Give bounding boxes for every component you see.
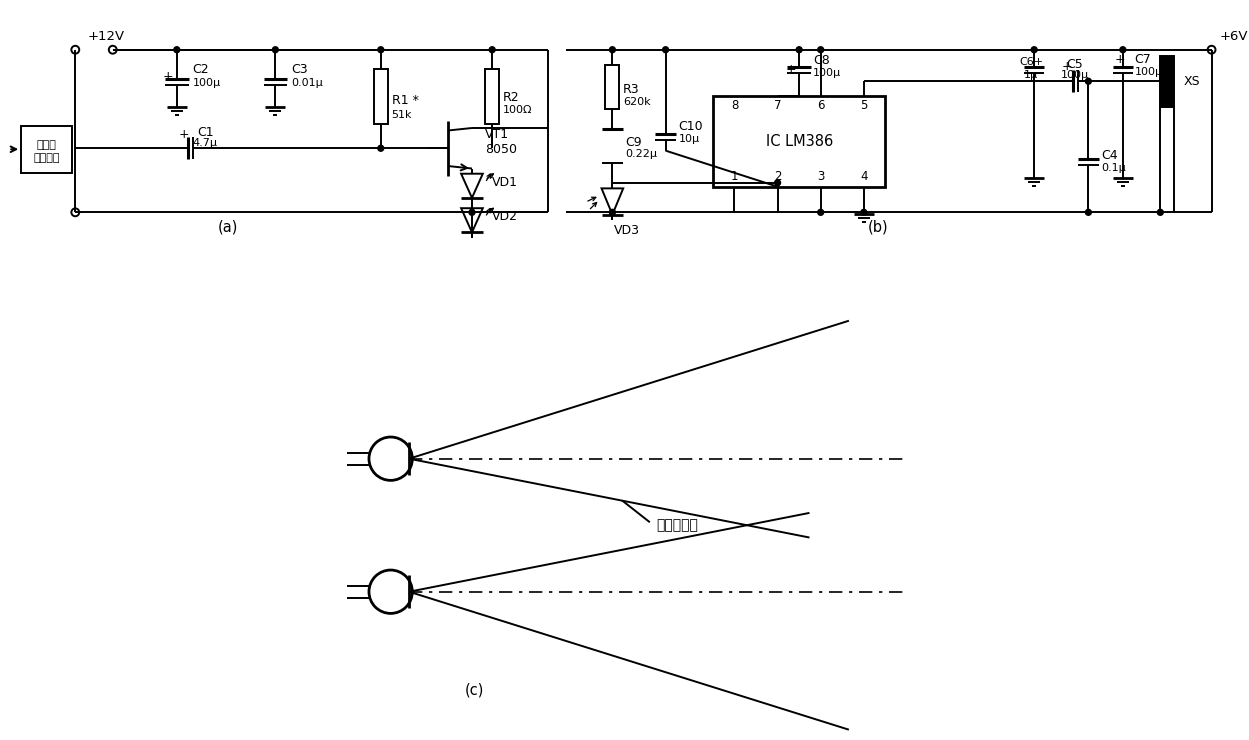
Text: +: +: [162, 70, 172, 83]
Circle shape: [818, 209, 823, 215]
Bar: [606, 65, 620, 109]
Polygon shape: [602, 189, 623, 215]
Text: C7: C7: [1134, 53, 1152, 66]
Text: C10: C10: [678, 121, 703, 133]
Circle shape: [368, 437, 412, 480]
Circle shape: [490, 47, 495, 53]
Text: 0.01μ: 0.01μ: [291, 78, 323, 88]
Text: VD3: VD3: [615, 223, 641, 237]
Text: C3: C3: [291, 63, 307, 76]
Text: +: +: [1114, 53, 1125, 66]
Text: 1: 1: [731, 170, 738, 184]
Text: R2: R2: [503, 90, 520, 104]
Text: 音频输出: 音频输出: [34, 153, 60, 163]
Text: 5: 5: [861, 99, 868, 112]
Text: +12V: +12V: [89, 30, 125, 44]
Circle shape: [1158, 209, 1163, 215]
Polygon shape: [461, 174, 483, 198]
Text: +: +: [786, 63, 796, 76]
Text: VD2: VD2: [492, 210, 517, 223]
Text: 0.22μ: 0.22μ: [626, 149, 657, 159]
Circle shape: [1208, 46, 1215, 54]
Text: 8050: 8050: [486, 143, 517, 155]
Circle shape: [378, 145, 383, 151]
Text: 100μ: 100μ: [1060, 70, 1089, 81]
Text: 7: 7: [774, 99, 782, 112]
Circle shape: [71, 46, 79, 54]
Circle shape: [368, 570, 412, 613]
Text: VD1: VD1: [492, 176, 517, 189]
Text: IC LM386: IC LM386: [766, 134, 833, 149]
Circle shape: [71, 209, 79, 216]
Text: C8: C8: [813, 54, 829, 67]
Bar: [713, 96, 886, 186]
Text: R3: R3: [623, 83, 639, 95]
Bar: [21, 126, 72, 173]
Text: (c): (c): [465, 683, 485, 698]
Bar: [373, 70, 387, 124]
Text: 4: 4: [861, 170, 868, 184]
Text: R1 *: R1 *: [392, 95, 418, 107]
Circle shape: [663, 47, 668, 53]
Circle shape: [861, 209, 867, 215]
Circle shape: [610, 47, 616, 53]
Bar: [486, 70, 500, 124]
Text: (a): (a): [217, 220, 239, 235]
Text: 620k: 620k: [623, 97, 651, 107]
Circle shape: [1032, 47, 1037, 53]
Text: 1μ: 1μ: [1024, 70, 1038, 81]
Circle shape: [610, 209, 616, 215]
Text: 100Ω: 100Ω: [503, 105, 532, 115]
Text: 10μ: 10μ: [678, 134, 699, 144]
Text: 2: 2: [774, 170, 782, 184]
Text: C9: C9: [626, 136, 642, 149]
Circle shape: [1085, 209, 1092, 215]
Text: C2: C2: [192, 63, 209, 76]
Text: 8: 8: [731, 99, 738, 112]
Circle shape: [174, 47, 180, 53]
Text: VT1: VT1: [486, 128, 510, 141]
Text: +: +: [1062, 60, 1072, 73]
Circle shape: [1085, 78, 1092, 84]
Text: 0.1μ: 0.1μ: [1102, 163, 1125, 173]
Polygon shape: [461, 208, 483, 232]
Text: XS: XS: [1184, 75, 1200, 88]
Text: 4.7μ: 4.7μ: [192, 138, 217, 148]
Text: 6: 6: [817, 99, 824, 112]
Text: +6V: +6V: [1219, 30, 1248, 44]
Text: 3: 3: [817, 170, 824, 184]
Text: +: +: [179, 128, 189, 141]
Text: C4: C4: [1102, 149, 1118, 161]
Text: 100μ: 100μ: [813, 68, 841, 78]
Text: C6+: C6+: [1019, 56, 1043, 67]
Text: 51k: 51k: [392, 110, 412, 120]
Circle shape: [470, 209, 475, 215]
Text: 100μ: 100μ: [192, 78, 221, 88]
Text: 最佳接收区: 最佳接收区: [657, 518, 698, 532]
Bar: [1160, 56, 1174, 107]
Text: (b): (b): [868, 220, 889, 235]
Circle shape: [272, 47, 279, 53]
Text: C1: C1: [197, 126, 214, 139]
Circle shape: [796, 47, 802, 53]
Text: C5: C5: [1067, 58, 1083, 71]
Circle shape: [774, 180, 781, 186]
Text: 电视机: 电视机: [36, 141, 56, 150]
Circle shape: [109, 46, 116, 54]
Circle shape: [1120, 47, 1125, 53]
Text: 100μ: 100μ: [1134, 67, 1163, 78]
Circle shape: [378, 47, 383, 53]
Circle shape: [818, 47, 823, 53]
